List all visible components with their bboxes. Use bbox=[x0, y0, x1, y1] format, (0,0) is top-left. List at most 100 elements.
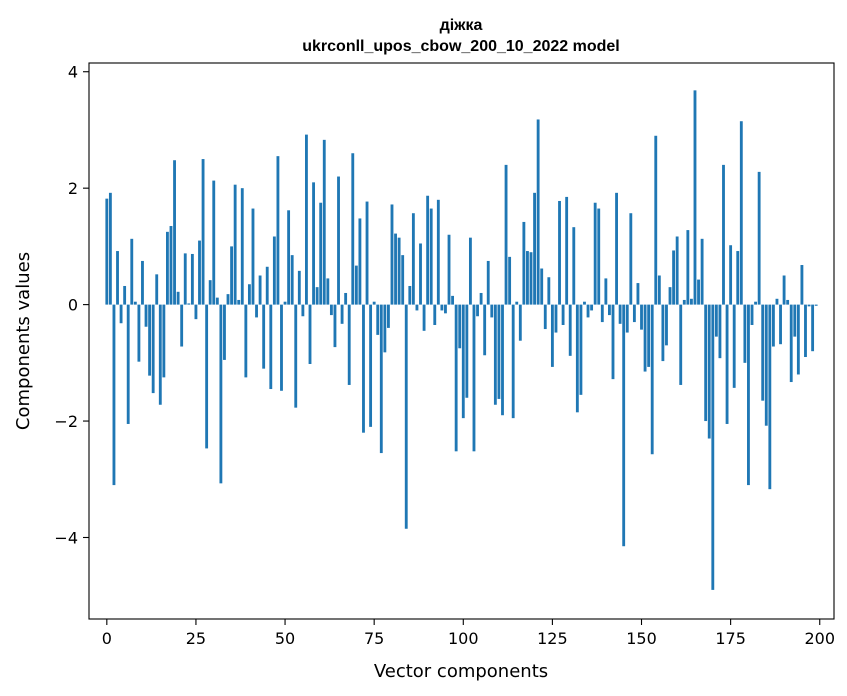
x-tick-label: 25 bbox=[186, 629, 206, 648]
y-tick-label: −4 bbox=[54, 528, 78, 547]
bar-102 bbox=[468, 237, 472, 305]
y-tick-label: 2 bbox=[68, 179, 78, 198]
bar-5 bbox=[123, 285, 127, 305]
bar-182 bbox=[754, 301, 757, 305]
x-tick-label: 175 bbox=[715, 629, 746, 648]
bar-75 bbox=[372, 301, 376, 305]
bar-52 bbox=[290, 255, 294, 305]
bar-94 bbox=[440, 304, 444, 311]
bar-103 bbox=[472, 304, 476, 452]
bar-156 bbox=[661, 304, 665, 362]
bar-190 bbox=[782, 275, 786, 305]
bars-layer bbox=[105, 90, 818, 590]
bar-47 bbox=[272, 236, 276, 305]
bar-122 bbox=[540, 268, 544, 305]
bar-58 bbox=[312, 182, 315, 305]
bar-30 bbox=[212, 180, 216, 305]
bar-86 bbox=[411, 213, 415, 305]
bar-138 bbox=[597, 208, 601, 305]
bar-55 bbox=[301, 304, 305, 317]
bar-111 bbox=[501, 304, 504, 416]
bar-19 bbox=[173, 160, 176, 305]
bar-33 bbox=[223, 304, 226, 360]
bar-174 bbox=[725, 304, 729, 424]
bar-167 bbox=[700, 238, 704, 305]
bar-49 bbox=[280, 304, 283, 391]
bar-90 bbox=[426, 195, 430, 305]
bar-98 bbox=[454, 304, 458, 452]
bar-51 bbox=[287, 210, 291, 305]
bar-79 bbox=[387, 304, 390, 328]
bar-177 bbox=[736, 251, 740, 305]
bar-129 bbox=[565, 196, 569, 305]
x-tick-label: 50 bbox=[275, 629, 295, 648]
bar-114 bbox=[511, 304, 515, 419]
bar-3 bbox=[116, 251, 119, 305]
bar-91 bbox=[429, 208, 433, 305]
bar-37 bbox=[237, 299, 241, 305]
bar-119 bbox=[529, 252, 533, 305]
bar-13 bbox=[151, 304, 155, 394]
bar-172 bbox=[718, 304, 722, 359]
bar-44 bbox=[262, 304, 266, 369]
bar-69 bbox=[351, 153, 355, 305]
bar-178 bbox=[739, 121, 743, 305]
bar-35 bbox=[230, 246, 234, 305]
x-tick-label: 75 bbox=[364, 629, 384, 648]
bar-154 bbox=[654, 135, 658, 305]
bar-148 bbox=[632, 304, 636, 323]
bar-96 bbox=[447, 234, 451, 305]
y-tick-label: −2 bbox=[54, 412, 78, 431]
bar-64 bbox=[333, 304, 337, 348]
bar-130 bbox=[568, 304, 572, 356]
bar-149 bbox=[636, 283, 640, 305]
bar-70 bbox=[354, 265, 358, 305]
bar-137 bbox=[593, 202, 597, 305]
bar-72 bbox=[362, 304, 365, 433]
bar-184 bbox=[761, 304, 765, 401]
bar-45 bbox=[265, 266, 269, 305]
bar-162 bbox=[682, 299, 686, 305]
bar-131 bbox=[572, 227, 576, 305]
bar-83 bbox=[401, 255, 405, 305]
bar-16 bbox=[162, 304, 166, 378]
bar-74 bbox=[369, 304, 373, 427]
bar-24 bbox=[190, 253, 194, 305]
bar-192 bbox=[789, 304, 793, 383]
bar-61 bbox=[322, 139, 326, 305]
bar-97 bbox=[451, 295, 455, 305]
bar-1 bbox=[108, 192, 112, 305]
bar-120 bbox=[533, 192, 536, 305]
bar-160 bbox=[675, 236, 679, 305]
bar-199 bbox=[814, 304, 818, 306]
bar-28 bbox=[205, 304, 209, 449]
bar-22 bbox=[183, 253, 187, 305]
bar-73 bbox=[365, 201, 369, 305]
bar-117 bbox=[522, 221, 526, 305]
chart-title: діжка bbox=[440, 17, 483, 34]
bar-105 bbox=[479, 292, 483, 305]
bar-141 bbox=[608, 304, 611, 316]
bar-93 bbox=[436, 199, 440, 305]
bar-89 bbox=[422, 304, 426, 331]
bar-78 bbox=[383, 304, 387, 353]
bar-8 bbox=[133, 301, 137, 305]
bar-82 bbox=[397, 237, 401, 305]
bar-155 bbox=[657, 275, 661, 305]
bar-198 bbox=[811, 304, 815, 352]
bar-10 bbox=[141, 260, 144, 305]
bar-92 bbox=[433, 304, 437, 325]
bar-17 bbox=[166, 231, 169, 305]
bar-53 bbox=[294, 304, 298, 408]
bar-151 bbox=[643, 304, 647, 372]
bar-25 bbox=[194, 304, 198, 320]
bar-63 bbox=[329, 304, 333, 316]
bar-186 bbox=[768, 304, 772, 490]
bar-189 bbox=[779, 304, 782, 345]
bar-166 bbox=[697, 279, 700, 305]
bar-12 bbox=[148, 304, 152, 376]
bar-124 bbox=[547, 277, 551, 305]
bar-104 bbox=[476, 304, 479, 317]
bar-157 bbox=[665, 304, 668, 346]
